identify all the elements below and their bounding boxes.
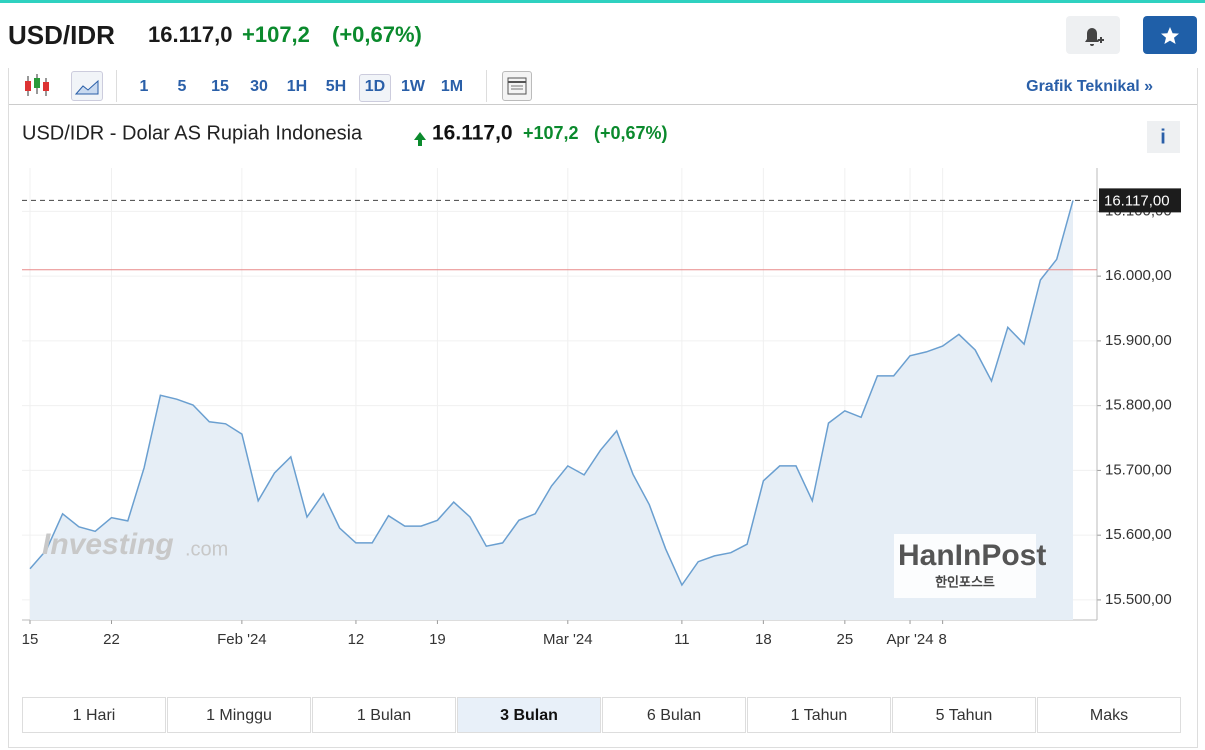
logo-box — [894, 534, 1036, 598]
chart-price: 16.117,0 — [432, 122, 513, 145]
line — [29, 200, 1074, 587]
area-glyph — [74, 79, 99, 95]
interval[interactable]: 5 — [177, 78, 187, 95]
logo-text: HanInPost — [898, 539, 1046, 572]
x-tick-label: Apr '24 — [887, 631, 934, 648]
area — [30, 200, 1073, 620]
logo-sub: 한인포스트 — [935, 574, 995, 589]
x-tick-label: 22 — [103, 631, 120, 648]
last-price-label: 16.117,00 — [1104, 192, 1170, 209]
bell-icon — [1085, 28, 1104, 46]
x-tick-label: 8 — [938, 631, 946, 648]
period-button[interactable]: 3 Bulan — [457, 697, 601, 733]
interval[interactable]: 30 — [250, 78, 268, 95]
x-tick-label: 19 — [429, 631, 446, 648]
y-tick-label: 15.500,00 — [1105, 591, 1172, 608]
x-tick-label: 15 — [22, 631, 39, 648]
divider — [486, 70, 487, 102]
x-tick-label: 12 — [348, 631, 365, 648]
technical-link[interactable]: Grafik Teknikal » — [1026, 78, 1153, 95]
interval[interactable]: 1 — [139, 78, 149, 95]
symbol: USD/IDR — [8, 20, 115, 50]
y-tick-label: 15.900,00 — [1105, 332, 1172, 349]
period-button[interactable]: Maks — [1037, 697, 1181, 733]
watermark-brand: Investing — [42, 528, 174, 561]
chart-title: USD/IDR - Dolar AS Rupiah Indonesia — [22, 122, 363, 144]
interval[interactable]: 5H — [325, 78, 347, 95]
divider — [116, 70, 117, 102]
x-tick-label: 25 — [837, 631, 854, 648]
alert-button[interactable] — [1066, 16, 1120, 54]
info-button[interactable] — [1147, 121, 1180, 153]
last-price-box — [1099, 188, 1181, 213]
chart-change-pct: (+0,67%) — [594, 123, 668, 143]
y-tick-label: 15.800,00 — [1105, 397, 1172, 414]
toolbar: 1 5 15 30 1H 5H 1D 1W 1M Grafik Teknikal… — [8, 68, 1198, 105]
period-button[interactable]: 5 Tahun — [892, 697, 1036, 733]
info-icon[interactable]: i — [1160, 126, 1166, 148]
y-tick-label: 15.600,00 — [1105, 526, 1172, 543]
watermark-suffix: .com — [185, 538, 228, 560]
y-tick-label: 15.700,00 — [1105, 461, 1172, 478]
chart-change: +107,2 — [523, 123, 579, 143]
star-icon — [1161, 27, 1179, 44]
interval[interactable]: 15 — [211, 78, 229, 95]
interval[interactable]: 1W — [401, 78, 425, 95]
period-button[interactable]: 1 Minggu — [167, 697, 311, 733]
interval[interactable]: 1D — [359, 74, 391, 102]
up-arrow — [414, 132, 426, 146]
change-pct: (+0,67%) — [332, 22, 422, 47]
x-tick-label: Feb '24 — [217, 631, 267, 648]
x-tick-label: 18 — [755, 631, 772, 648]
x-tick-label: Mar '24 — [543, 631, 593, 648]
candle-icon[interactable] — [23, 72, 51, 100]
period-button[interactable]: 6 Bulan — [602, 697, 746, 733]
price: 16.117,0 — [148, 22, 233, 47]
change: +107,2 — [242, 22, 310, 47]
news-icon[interactable] — [502, 71, 532, 101]
area-icon[interactable] — [71, 71, 103, 101]
chart-panel — [8, 104, 1198, 748]
period-button[interactable]: 1 Bulan — [312, 697, 456, 733]
interval[interactable]: 1H — [286, 78, 308, 95]
watchlist-button[interactable] — [1143, 16, 1197, 54]
period-button[interactable]: 1 Tahun — [747, 697, 891, 733]
news-glyph — [507, 77, 527, 95]
interval[interactable]: 1M — [440, 78, 464, 95]
y-tick-label: 16.000,00 — [1105, 267, 1172, 284]
top-accent — [0, 0, 1205, 3]
x-tick-label: 11 — [674, 631, 690, 648]
period-button[interactable]: 1 Hari — [22, 697, 166, 733]
